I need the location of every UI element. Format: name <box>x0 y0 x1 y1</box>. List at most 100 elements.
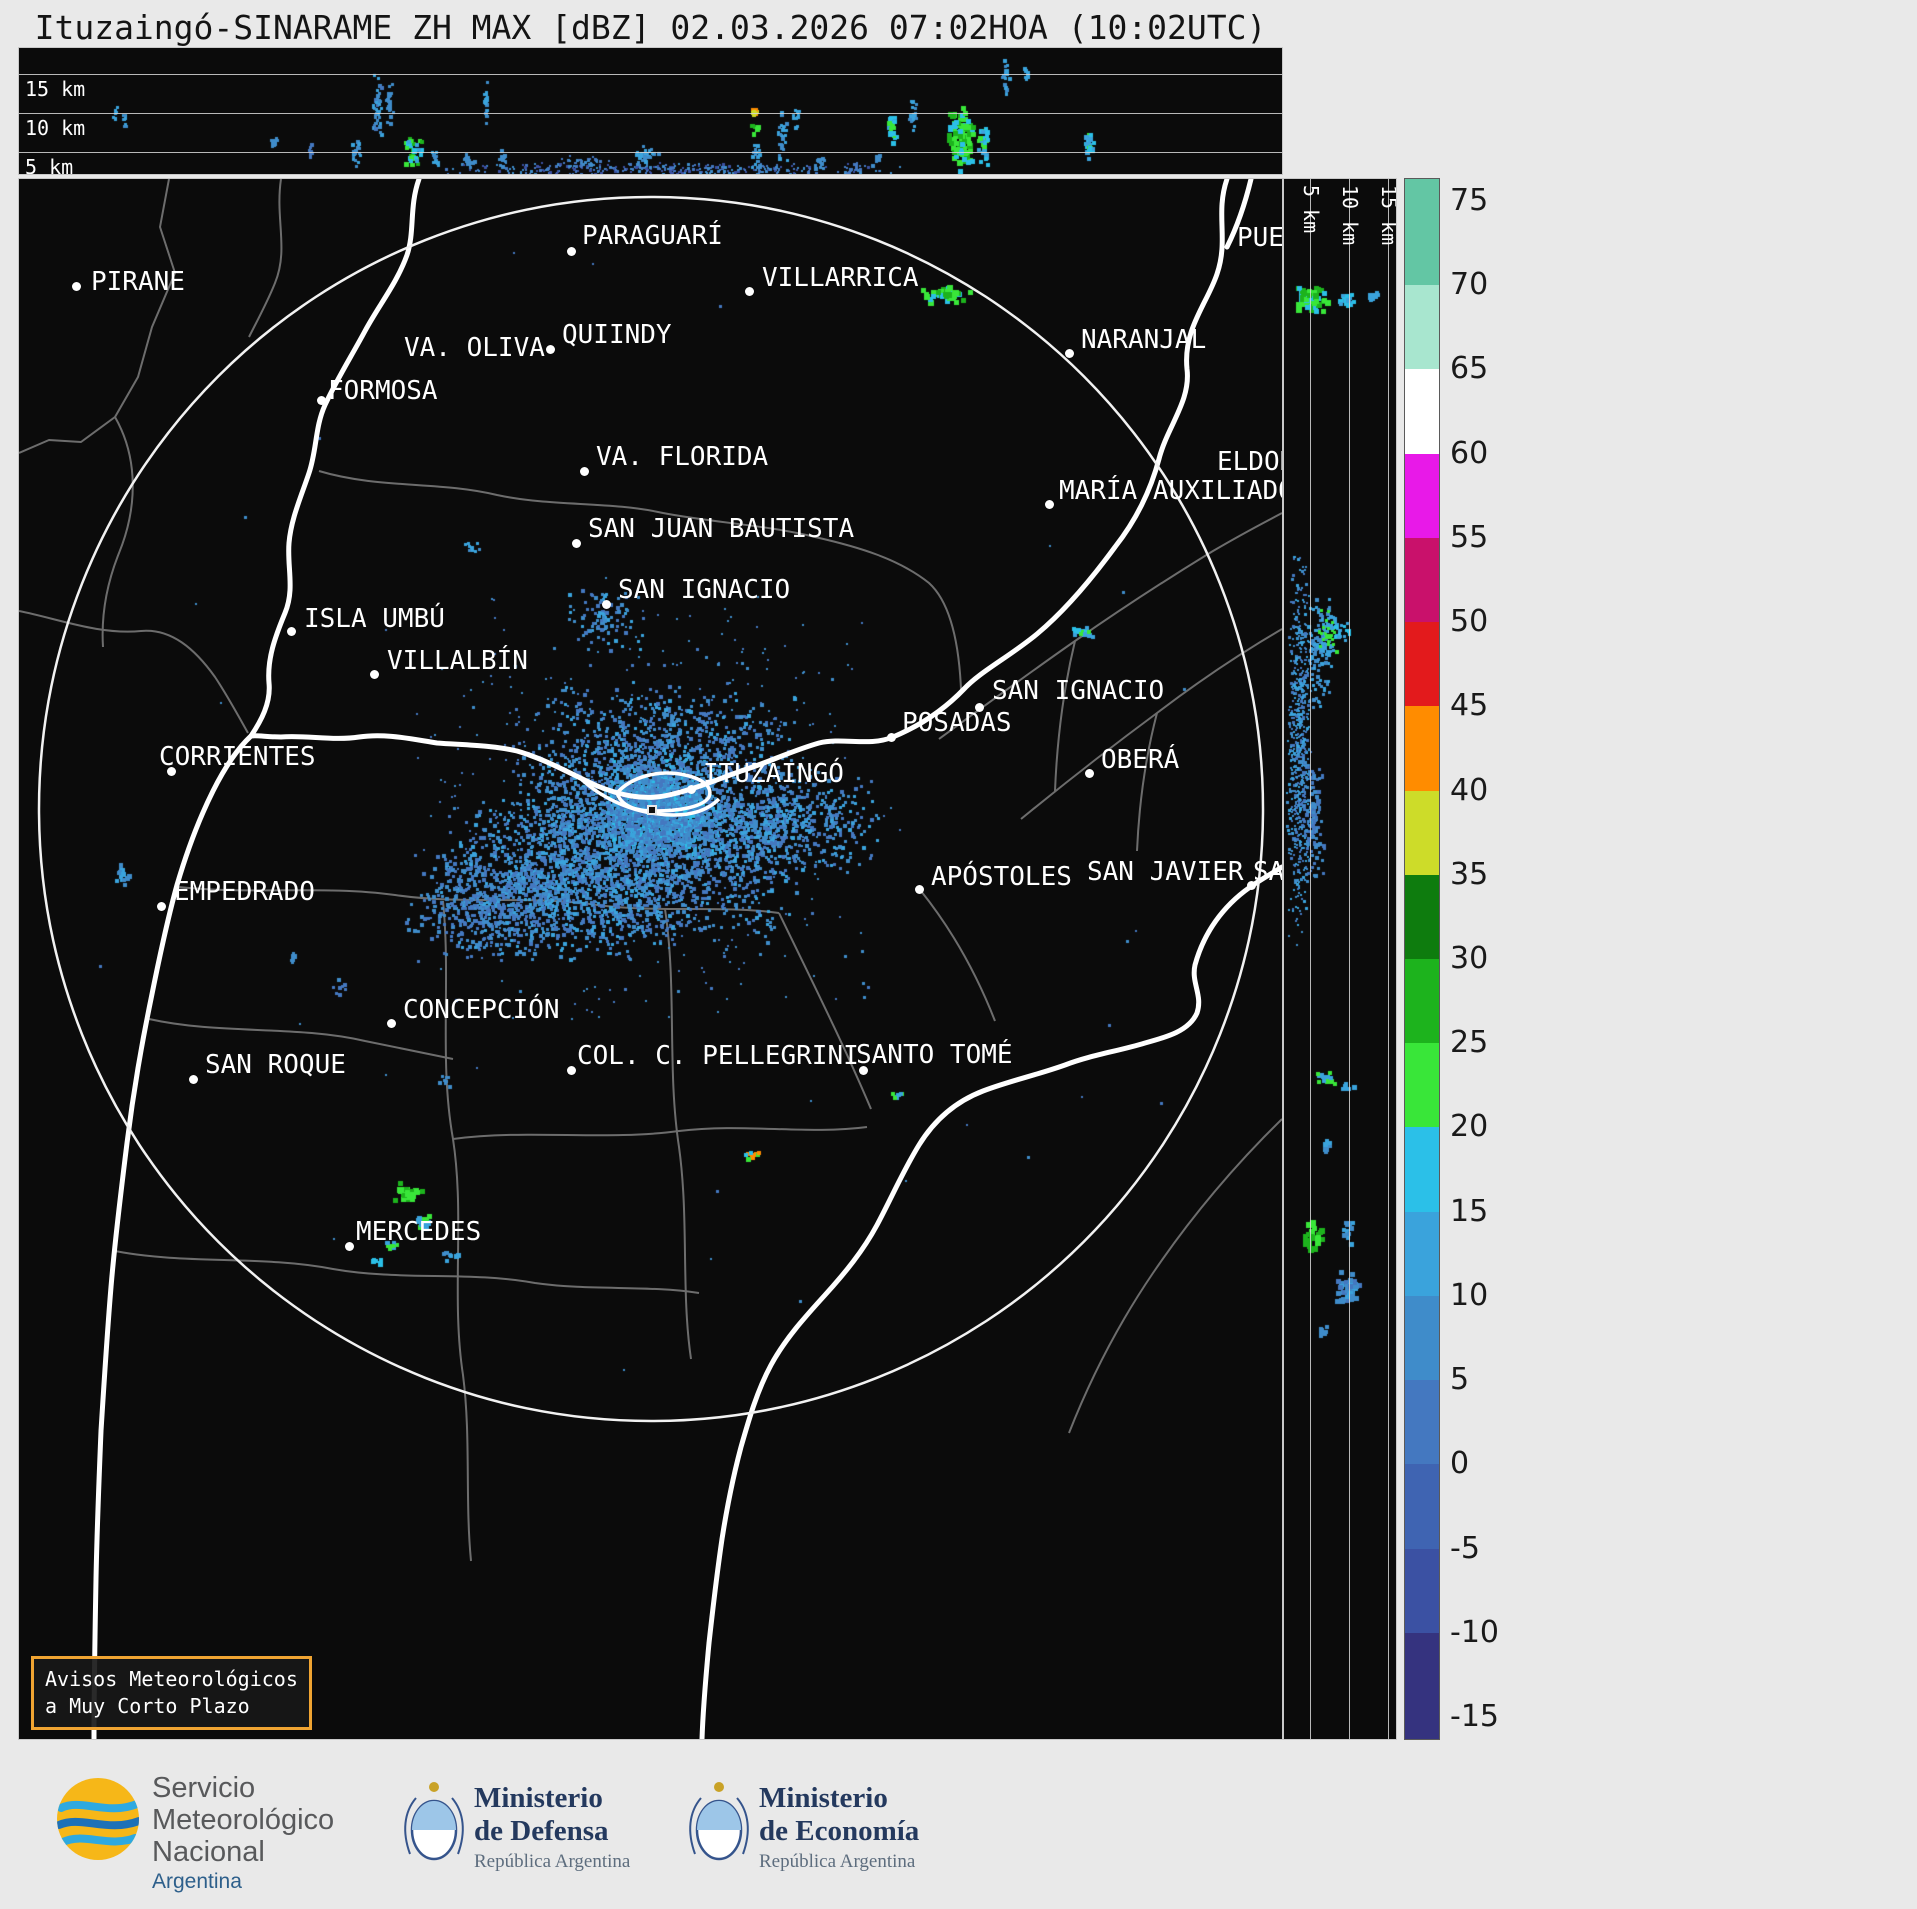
city-dot <box>370 670 379 679</box>
city-label: POSADAS <box>902 708 1012 738</box>
economia-text-group: Ministerio de Economía República Argenti… <box>759 1782 919 1873</box>
colorbar-segment <box>1405 1632 1439 1739</box>
colorbar-segment <box>1405 537 1439 623</box>
colorbar-tick-label: 55 <box>1450 519 1489 555</box>
smn-line-2: Meteorológico <box>152 1804 335 1836</box>
city-label: SANTA <box>1253 857 1283 887</box>
city-label: OBERÁ <box>1101 745 1180 775</box>
height-label: 15 km <box>1377 185 1397 246</box>
colorbar-segment <box>1405 874 1439 959</box>
city-label: MARÍA AUXILIADORA <box>1059 476 1282 506</box>
city-dot <box>975 703 984 712</box>
city-dot <box>287 627 296 636</box>
colorbar-segment <box>1405 622 1439 707</box>
colorbar-tick-label: 60 <box>1450 435 1489 471</box>
city-layer: PIRANE PARAGUARÍ VILLARRICA QUIINDY VA. OLIV… <box>19 179 1282 1739</box>
uruguay-river <box>699 864 1282 1739</box>
coat-of-arms-icon <box>404 1782 464 1861</box>
colorbar-tick-label: 65 <box>1450 351 1489 387</box>
defensa-line-2: de Defensa <box>474 1815 609 1847</box>
city-label: VILLALBÍN <box>387 646 528 676</box>
defensa-line-3: República Argentina <box>474 1851 631 1872</box>
colorbar-tick-label: 10 <box>1450 1277 1489 1313</box>
paraguay-river <box>248 179 422 739</box>
notice-box[interactable]: Avisos Meteorológicos a Muy Corto Plazo <box>31 1656 312 1730</box>
city-dot <box>1045 500 1054 509</box>
height-gridline <box>1310 179 1311 1739</box>
height-gridline <box>19 74 1282 75</box>
smn-line-4: Argentina <box>152 1870 242 1893</box>
colorbar-tick-label: 75 <box>1450 183 1489 218</box>
height-label: 5 km <box>1299 185 1323 234</box>
height-gridline <box>19 113 1282 114</box>
city-label: FORMOSA <box>328 376 438 406</box>
dbz-colorbar-labels: 75 70 65 60 55 50 45 40 35 30 25 20 15 10 5 0 -5 -10 -15 <box>1450 178 1560 1740</box>
colorbar-tick-label: 15 <box>1450 1193 1489 1229</box>
city-label: SAN JAVIER <box>1087 857 1244 887</box>
city-label: SAN ROQUE <box>205 1050 346 1080</box>
city-label: CONCEPCIÓN <box>403 995 560 1025</box>
city-dot <box>167 767 176 776</box>
economia-emblem-group <box>687 1778 751 1874</box>
colorbar-segment <box>1405 1380 1439 1465</box>
city-label: SAN JUAN BAUTISTA <box>588 514 855 544</box>
height-gridline <box>19 152 1282 153</box>
defensa-emblem-group <box>402 1778 466 1874</box>
colorbar-tick-label: 50 <box>1450 604 1489 640</box>
colorbar-segment <box>1405 1127 1439 1212</box>
rivers-and-ring-layer <box>37 179 1282 1739</box>
radar-echo-canvas <box>19 179 1282 1739</box>
colorbar-segment <box>1405 790 1439 875</box>
city-dot <box>1065 349 1074 358</box>
colorbar-segment <box>1405 1043 1439 1128</box>
city-label: MERCEDES <box>356 1217 482 1247</box>
colorbar-segment <box>1405 1295 1439 1381</box>
top-cross-section-grid: 15 km 10 km 5 km <box>19 48 1282 174</box>
city-label: QUIINDY <box>562 320 672 350</box>
yacyreta-channel <box>577 775 721 817</box>
colorbar-tick-label: -10 <box>1450 1614 1499 1650</box>
city-dot <box>567 247 576 256</box>
colorbar-tick-label: -15 <box>1450 1699 1499 1734</box>
colorbar-segment <box>1405 453 1439 538</box>
city-dot <box>567 1066 576 1075</box>
colorbar-segment <box>1405 958 1439 1044</box>
side-cross-section-panel: 5 km 10 km 15 km <box>1283 178 1397 1740</box>
side-cross-section-echo-canvas <box>1284 179 1396 1739</box>
city-dot <box>72 282 81 291</box>
city-label: SANTO TOMÉ <box>856 1040 1013 1070</box>
city-dot <box>345 1242 354 1251</box>
city-label: PIRANE <box>91 267 185 297</box>
height-gridline <box>1349 179 1350 1739</box>
radar-map-panel: PIRANE PARAGUARÍ VILLARRICA QUIINDY VA. OLIV… <box>18 178 1283 1740</box>
defensa-line-1: Ministerio <box>474 1782 603 1814</box>
colorbar-tick-label: 40 <box>1450 772 1489 808</box>
city-dot <box>317 396 326 405</box>
city-dot <box>572 539 581 548</box>
city-label: SAN IGNACIO <box>618 575 791 605</box>
page-title: Ituzaingó-SINARAME ZH MAX [dBZ] 02.03.20… <box>34 8 1267 47</box>
height-gridline <box>1388 179 1389 1739</box>
city-dot <box>687 785 696 794</box>
city-dot <box>859 1066 868 1075</box>
height-label: 15 km <box>25 77 86 101</box>
colorbar-segment <box>1405 179 1439 286</box>
city-dot <box>1247 881 1256 890</box>
city-dot <box>189 1075 198 1084</box>
colorbar-segment <box>1405 1548 1439 1633</box>
height-label: 10 km <box>1338 185 1362 246</box>
city-label: PARAGUARÍ <box>582 221 723 251</box>
city-label: PUERTO <box>1237 223 1283 253</box>
economia-line-3: República Argentina <box>759 1851 916 1872</box>
colorbar-tick-label: 25 <box>1450 1025 1489 1061</box>
city-dot <box>580 467 589 476</box>
top-cross-section-echo-canvas <box>19 48 1282 174</box>
colorbar-segment <box>1405 369 1439 454</box>
colorbar-tick-label: 20 <box>1450 1109 1489 1145</box>
river-side-channel <box>1224 179 1254 250</box>
parana-river <box>91 179 1230 1739</box>
side-cross-section-grid: 5 km 10 km 15 km <box>1284 179 1396 1739</box>
smn-logo-group <box>55 1776 141 1866</box>
smn-line-3: Nacional <box>152 1836 265 1868</box>
economia-line-1: Ministerio <box>759 1782 888 1814</box>
